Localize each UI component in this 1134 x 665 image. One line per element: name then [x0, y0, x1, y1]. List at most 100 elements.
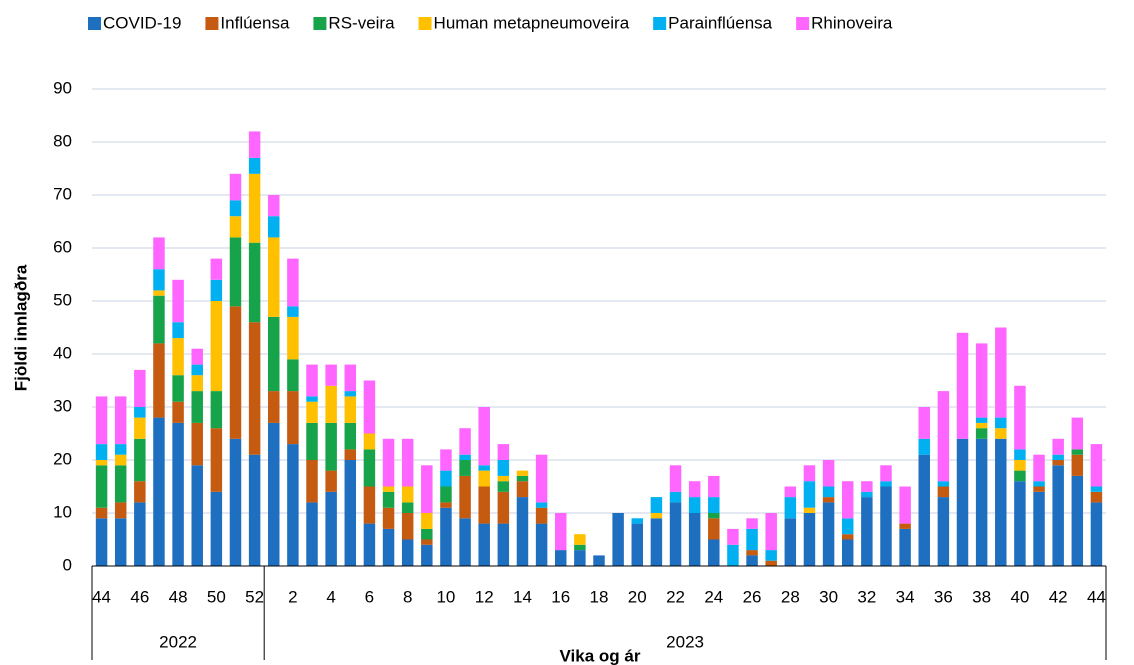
bar-segment [229, 216, 242, 238]
bar-segment [650, 497, 663, 513]
bar-segment [593, 555, 605, 566]
bar-segment [841, 539, 854, 566]
bar-segment [995, 438, 1007, 566]
bar-segment [478, 407, 490, 466]
bar-segment [325, 385, 337, 423]
bar-segment [880, 465, 892, 482]
bar-segment [1071, 454, 1084, 476]
bar-segment [746, 550, 758, 556]
bar-segment [382, 491, 395, 508]
bar-segment [114, 502, 127, 519]
bar-segment [497, 444, 510, 460]
bar-segment [287, 391, 299, 445]
bar-segment [172, 338, 184, 376]
x-tick-label: 26 [743, 587, 762, 606]
bar-segment [708, 518, 720, 540]
bar-segment [268, 391, 280, 423]
y-tick-label: 40 [53, 343, 72, 362]
bar-segment [172, 375, 184, 402]
bar-segment [956, 438, 969, 566]
bar-segment [574, 550, 586, 566]
bar-segment [248, 157, 261, 174]
bar-segment [459, 428, 471, 455]
x-tick-label: 16 [551, 587, 570, 606]
bar-segment [363, 523, 376, 566]
bar-segment [459, 454, 471, 460]
bar-segment [1090, 486, 1103, 492]
bar-segment [248, 454, 261, 566]
bar-segment [650, 518, 663, 566]
bar-segment [1052, 460, 1064, 466]
x-tick-label: 30 [819, 587, 838, 606]
x-tick-label: 38 [972, 587, 991, 606]
bar-segment [937, 391, 950, 482]
bar-segment [363, 380, 376, 434]
bar-segment [861, 497, 873, 566]
group-label: 2022 [159, 632, 197, 651]
bar-segment [421, 465, 433, 513]
bar-segment [1033, 486, 1045, 492]
bar-segment [306, 396, 318, 402]
bar-segment [995, 327, 1007, 418]
bar-segment [918, 454, 930, 566]
bar-segment [268, 195, 280, 217]
bar-segment [153, 237, 165, 270]
bar-segment [688, 481, 701, 498]
bar-segment [803, 513, 816, 566]
bar-segment [287, 316, 299, 360]
bar-segment [306, 502, 318, 566]
bar-segment [248, 173, 261, 243]
bar-segment [440, 502, 452, 508]
x-tick-label: 28 [781, 587, 800, 606]
bar-segment [191, 364, 203, 376]
bar-segment [937, 497, 950, 566]
bar-segment [574, 544, 586, 551]
bar-segment [325, 491, 337, 566]
bar-segment [95, 396, 108, 445]
bar-segment [688, 513, 701, 566]
bar-segment [727, 528, 739, 545]
bar-segment [708, 475, 720, 498]
bar-segment [803, 465, 816, 482]
bar-segment [784, 497, 797, 519]
bar-segment [708, 497, 720, 513]
bar-segment [153, 417, 165, 566]
bar-segment [1014, 449, 1026, 460]
legend-label: Rhinoveira [811, 13, 893, 32]
y-tick-label: 0 [63, 555, 72, 574]
bar-segment [248, 131, 261, 158]
bar-segment [822, 486, 835, 498]
bar-segment [344, 422, 357, 450]
bar-segment [382, 486, 395, 492]
bar-segment [535, 454, 548, 503]
y-tick-label: 20 [53, 449, 72, 468]
x-tick-label: 50 [207, 587, 226, 606]
bar-segment [287, 359, 299, 392]
bar-segment [612, 513, 624, 566]
bar-segment [210, 491, 223, 566]
bar-segment [401, 539, 414, 566]
bar-segment [114, 454, 127, 466]
bar-segment [210, 428, 223, 492]
y-tick-label: 80 [53, 131, 72, 150]
bar-segment [669, 502, 682, 566]
y-tick-label: 30 [53, 396, 72, 415]
bar-segment [421, 544, 433, 566]
x-tick-label: 34 [896, 587, 915, 606]
bar-segment [382, 438, 395, 487]
bar-segment [497, 491, 510, 524]
x-tick-label: 36 [934, 587, 953, 606]
bar-segment [516, 497, 529, 566]
bar-segment [478, 470, 490, 487]
x-tick-label: 8 [403, 587, 412, 606]
bar-segment [95, 507, 108, 519]
x-tick-label: 24 [704, 587, 723, 606]
bar-segment [306, 460, 318, 503]
bar-segment [688, 497, 701, 513]
bar-segment [95, 460, 108, 466]
bar-segment [1090, 491, 1103, 503]
bar-segment [95, 518, 108, 566]
y-tick-label: 90 [53, 78, 72, 97]
bar-segment [937, 486, 950, 498]
bar-segment [191, 465, 203, 566]
